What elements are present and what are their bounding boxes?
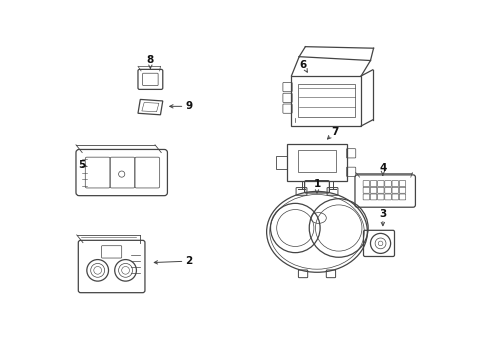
Text: 3: 3 — [379, 209, 387, 219]
Text: 1: 1 — [314, 179, 320, 189]
Text: 6: 6 — [299, 60, 307, 70]
Text: 7: 7 — [331, 127, 339, 137]
Text: 5: 5 — [78, 160, 86, 170]
Text: 4: 4 — [379, 163, 387, 173]
Text: 8: 8 — [147, 55, 154, 65]
Text: 9: 9 — [186, 101, 193, 111]
Text: 2: 2 — [186, 256, 193, 266]
